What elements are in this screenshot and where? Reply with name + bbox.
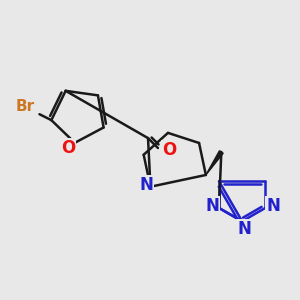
Polygon shape (206, 151, 223, 175)
Text: Br: Br (16, 99, 35, 114)
Text: N: N (205, 197, 219, 215)
Text: N: N (237, 220, 251, 238)
Text: O: O (162, 141, 176, 159)
Text: N: N (266, 197, 280, 215)
Text: N: N (140, 176, 153, 194)
Text: O: O (61, 139, 75, 157)
